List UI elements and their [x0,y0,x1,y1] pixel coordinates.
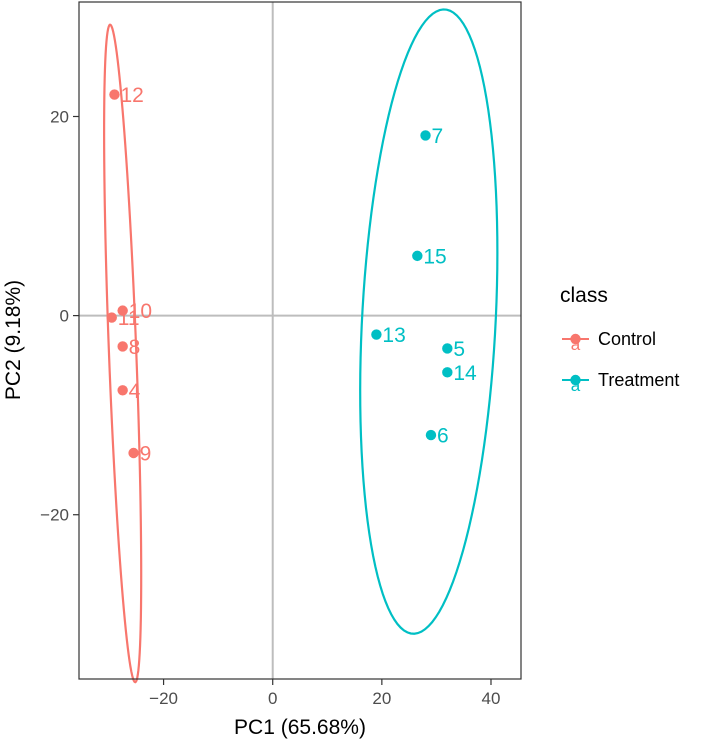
legend-title: class [560,284,608,307]
plot-panel-border [78,1,522,680]
legend-key-point [570,374,581,386]
legend: class a Control a Treatment [560,284,679,395]
x-tick-label: 20 [372,689,391,708]
x-tick-label: 0 [268,689,277,708]
x-axis-title: PC1 (65.68%) [234,716,366,739]
point-treatment-6 [425,429,437,441]
legend-key-point [570,333,581,345]
point-treatment-13 [371,329,382,340]
point-label-10: 10 [129,300,152,323]
legend-label: Control [598,329,656,349]
point-control-12 [109,89,120,100]
y-axis-ticks: −20 0 20 [40,107,79,525]
point-label-11: 11 [118,307,140,330]
point-control-4 [117,385,128,396]
legend-label: Treatment [598,370,679,390]
ellipse-control [103,23,143,684]
y-tick-label: 0 [60,307,69,326]
plot-panel [79,2,521,679]
point-treatment-15 [412,250,423,262]
x-axis-ticks: −20 0 20 40 [149,679,500,708]
point-label-13: 13 [382,324,405,347]
point-treatment-5 [442,343,453,354]
ellipse-treatment [359,8,499,635]
data-points [106,89,453,459]
x-tick-label: −20 [149,689,178,708]
point-label-15: 15 [423,245,446,268]
point-label-4: 4 [129,380,141,403]
point-treatment-7 [420,130,431,141]
point-label-9: 9 [140,443,152,466]
point-label-12: 12 [120,84,143,107]
point-label-7: 7 [432,125,444,148]
point-control-11 [106,312,117,323]
y-tick-label: −20 [40,506,69,525]
confidence-ellipses [103,8,499,684]
x-tick-label: 40 [482,689,501,708]
point-label-14: 14 [453,362,477,385]
legend-key-glyph: a [571,376,581,395]
point-label-6: 6 [437,425,449,448]
legend-item-treatment: a Treatment [562,370,679,395]
legend-key-glyph: a [571,335,581,354]
point-treatment-14 [442,367,453,378]
point-control-10 [117,305,128,316]
y-axis-title: PC2 (9.18%) [2,280,25,400]
point-label-5: 5 [453,338,465,361]
legend-item-control: a Control [562,329,656,354]
point-control-8 [117,341,128,352]
point-label-8: 8 [129,336,141,359]
point-control-9 [128,447,139,459]
zero-lines [79,2,521,679]
y-tick-label: 20 [50,107,69,126]
